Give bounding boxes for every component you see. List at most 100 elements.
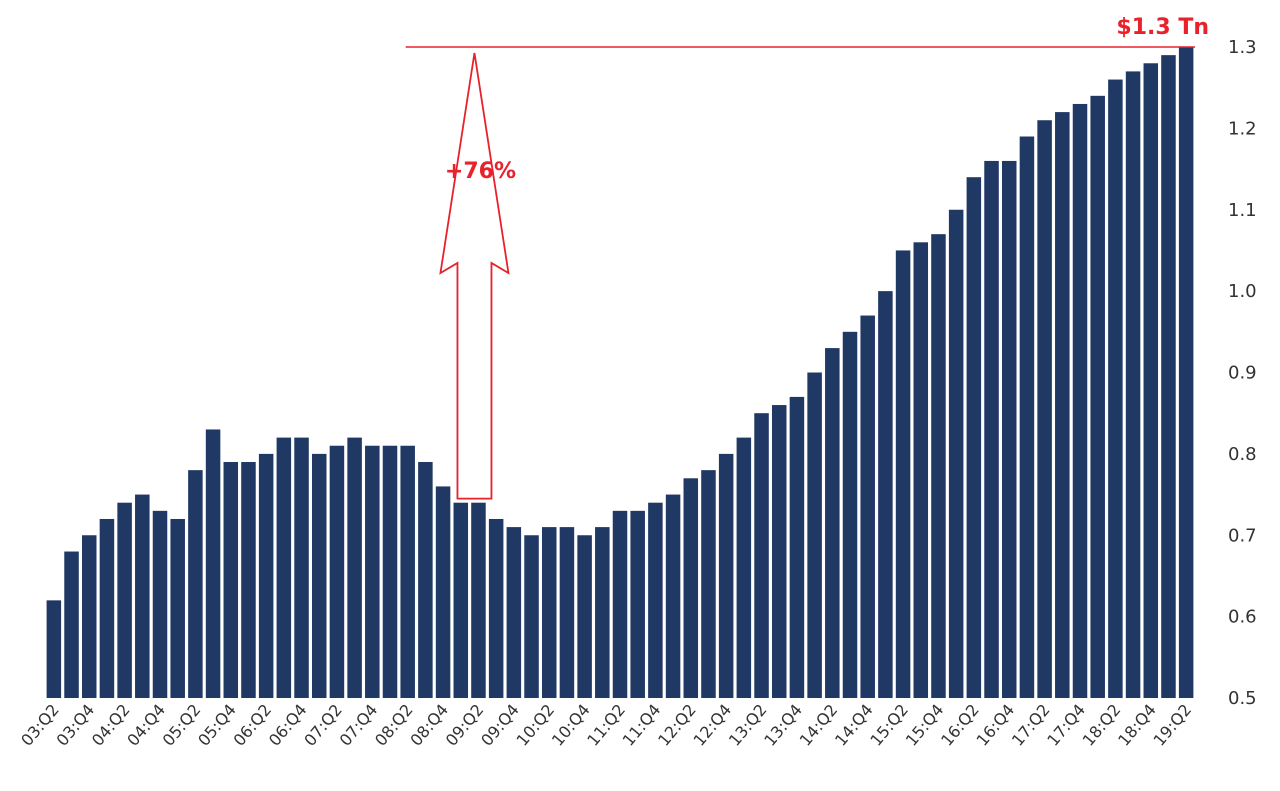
bar-04-Q4 [152, 510, 168, 698]
x-tick-label: 09:Q4 [477, 700, 523, 749]
total-label: $1.3 Tn [1116, 15, 1209, 40]
x-tick-label: 03:Q4 [53, 700, 99, 749]
bar-15-Q3 [913, 242, 929, 699]
x-tick-label: 05:Q4 [194, 700, 240, 749]
x-tick-label: 18:Q2 [1079, 700, 1125, 749]
bar-13-Q1 [736, 437, 752, 698]
x-tick-label: 11:Q2 [583, 700, 629, 749]
x-tick-label: 03:Q2 [17, 700, 63, 749]
bar-12-Q1 [665, 494, 681, 698]
bar-03-Q2 [46, 600, 62, 698]
y-tick-label: 1.3 [1228, 37, 1257, 58]
x-tick-label: 19:Q2 [1149, 700, 1195, 749]
bar-10-Q3 [559, 527, 575, 698]
bar-15-Q4 [931, 234, 946, 698]
bar-10-Q4 [577, 535, 592, 698]
x-tick-label: 08:Q2 [371, 700, 417, 749]
bar-07-Q2 [329, 445, 345, 698]
bar-05-Q3 [205, 429, 221, 698]
bar-04-Q3 [135, 494, 150, 698]
bar-05-Q1 [170, 518, 185, 698]
x-tick-label: 09:Q2 [442, 700, 488, 749]
bar-09-Q2 [471, 502, 486, 698]
x-tick-label: 14:Q2 [796, 700, 842, 749]
bar-15-Q1 [878, 291, 893, 699]
x-tick-label: 12:Q4 [689, 700, 735, 749]
x-tick-label: 05:Q2 [159, 700, 205, 749]
bar-18-Q1 [1090, 95, 1105, 698]
growth-label: +76% [445, 159, 516, 184]
bar-06-Q3 [276, 437, 292, 698]
bar-16-Q1 [948, 209, 964, 698]
bar-13-Q2 [754, 413, 769, 698]
bar-19-Q2 [1178, 47, 1194, 698]
bar-08-Q4 [435, 486, 451, 698]
x-tick-label: 04:Q2 [88, 700, 134, 749]
bar-15-Q2 [895, 250, 911, 698]
growth-arrow [439, 52, 510, 500]
x-tick-label: 16:Q4 [973, 700, 1019, 749]
bar-09-Q4 [506, 527, 522, 698]
x-tick-label: 08:Q4 [406, 700, 452, 749]
bar-05-Q4 [223, 462, 239, 698]
bar-07-Q3 [347, 437, 362, 698]
x-tick-label: 07:Q2 [300, 700, 346, 749]
bar-08-Q3 [418, 462, 433, 698]
bar-09-Q1 [453, 502, 469, 698]
bar-13-Q4 [789, 396, 805, 698]
bar-04-Q1 [99, 518, 115, 698]
bar-16-Q3 [984, 160, 999, 698]
x-tick-label: 06:Q4 [265, 700, 311, 749]
bar-11-Q4 [648, 502, 663, 698]
x-tick-label: 13:Q4 [760, 700, 806, 749]
y-tick-label: 1.1 [1228, 200, 1257, 221]
x-tick-label: 15:Q4 [902, 700, 948, 749]
bar-16-Q4 [1001, 160, 1017, 698]
bar-17-Q1 [1019, 136, 1035, 698]
bar-03-Q3 [64, 551, 79, 698]
x-tick-label: 18:Q4 [1114, 700, 1160, 749]
x-tick-label: 15:Q2 [866, 700, 912, 749]
bar-04-Q2 [117, 502, 132, 698]
bar-14-Q2 [825, 348, 840, 698]
bar-17-Q3 [1055, 112, 1070, 699]
y-tick-label: 0.9 [1228, 363, 1257, 384]
bar-14-Q4 [860, 315, 875, 698]
bar-11-Q2 [612, 510, 628, 698]
bar-07-Q4 [365, 445, 380, 698]
bar-12-Q4 [718, 453, 734, 699]
bar-10-Q2 [541, 527, 557, 698]
bar-14-Q3 [842, 331, 858, 698]
bar-11-Q1 [595, 527, 610, 698]
bar-17-Q2 [1037, 120, 1052, 699]
bar-11-Q3 [630, 510, 645, 698]
bar-05-Q2 [188, 470, 203, 698]
bar-12-Q3 [701, 470, 716, 698]
x-tick-label: 12:Q2 [654, 700, 700, 749]
x-tick-label: 07:Q4 [336, 700, 382, 749]
annotations-group: +76% $1.3 Tn [405, 15, 1209, 500]
x-tick-label: 14:Q4 [831, 700, 877, 749]
bar-06-Q2 [258, 453, 274, 699]
bar-06-Q4 [294, 437, 309, 698]
y-tick-label: 0.5 [1228, 688, 1257, 709]
bar-18-Q4 [1143, 63, 1159, 698]
bar-03-Q4 [81, 535, 97, 698]
bar-06-Q1 [241, 462, 256, 698]
y-tick-label: 1.2 [1228, 118, 1257, 139]
bar-13-Q3 [771, 405, 787, 698]
x-tick-label: 16:Q2 [937, 700, 983, 749]
bar-14-Q1 [807, 372, 822, 698]
x-tick-label: 17:Q2 [1008, 700, 1054, 749]
x-tick-label: 10:Q4 [548, 700, 594, 749]
x-tick-label: 17:Q4 [1043, 700, 1089, 749]
x-tick-label: 10:Q2 [513, 700, 559, 749]
y-tick-label: 0.6 [1228, 607, 1257, 628]
x-tick-label: 11:Q4 [619, 700, 665, 749]
bar-08-Q1 [382, 445, 398, 698]
y-tick-label: 0.8 [1228, 444, 1257, 465]
x-tick-label: 06:Q2 [229, 700, 275, 749]
y-tick-label: 1.0 [1228, 281, 1257, 302]
bar-16-Q2 [966, 177, 982, 698]
